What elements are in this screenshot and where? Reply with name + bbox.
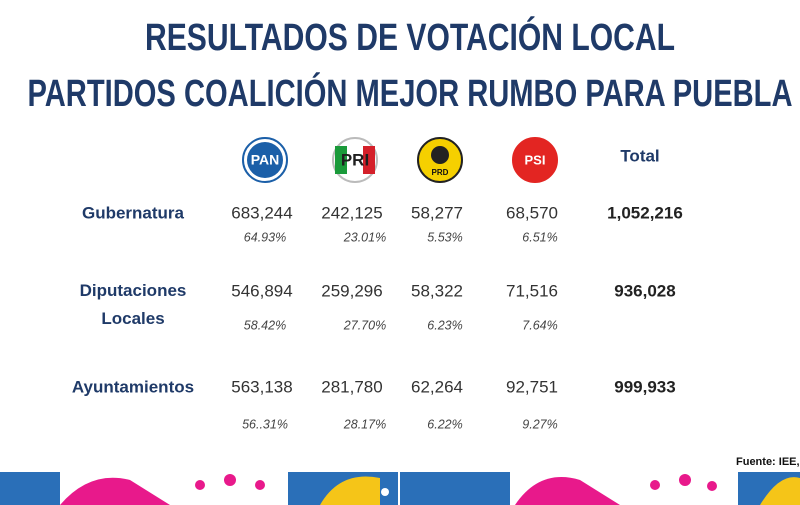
- vote-count: 58,277: [411, 203, 463, 222]
- row-label-line: Diputaciones: [80, 281, 187, 300]
- party-name: PRD: [432, 168, 449, 177]
- party-name: PRI: [341, 150, 369, 169]
- vote-percent: 6.22%: [427, 417, 462, 431]
- vote-count: 683,244: [231, 203, 292, 222]
- logo-green: [335, 146, 347, 174]
- vote-percent: 28.17%: [343, 417, 386, 431]
- vote-count: 58,322: [411, 281, 463, 300]
- party-logo: PRD: [417, 137, 463, 183]
- total-header: Total: [620, 146, 659, 165]
- logo-inner: [247, 142, 283, 178]
- party-logo: PAN: [242, 137, 288, 183]
- vote-percent: 56..31%: [242, 417, 288, 431]
- party-name: PSI: [525, 152, 546, 167]
- vote-count: 68,570: [506, 203, 558, 222]
- row-label: Ayuntamientos: [72, 377, 194, 396]
- vote-count: 563,138: [231, 377, 292, 396]
- decorative-strip: [0, 472, 800, 505]
- title-line: RESULTADOS DE VOTACIÓN LOCAL: [145, 15, 675, 59]
- vote-count: 546,894: [231, 281, 292, 300]
- logo-sun: [431, 146, 449, 164]
- vote-count: 259,296: [321, 281, 382, 300]
- vote-percent: 58.42%: [244, 318, 286, 332]
- total-votes: 999,933: [614, 377, 675, 396]
- vote-percent: 27.70%: [343, 318, 386, 332]
- row-label: Gubernatura: [82, 203, 185, 222]
- party-logo: PSI: [512, 137, 558, 183]
- vote-percent: 9.27%: [522, 417, 557, 431]
- logo-ring: [512, 137, 558, 183]
- total-votes: 1,052,216: [607, 203, 683, 222]
- row-label-line: Locales: [101, 309, 164, 328]
- total-votes: 936,028: [614, 281, 675, 300]
- vote-count: 242,125: [321, 203, 382, 222]
- vote-percent: 23.01%: [343, 230, 386, 244]
- source-note: Fuente: IEE,: [736, 456, 800, 468]
- vote-percent: 64.93%: [244, 230, 286, 244]
- vote-count: 281,780: [321, 377, 382, 396]
- vote-count: 71,516: [506, 281, 558, 300]
- logo-red: [363, 146, 375, 174]
- vote-count: 62,264: [411, 377, 463, 396]
- vote-percent: 6.23%: [427, 318, 462, 332]
- vote-percent: 6.51%: [522, 230, 557, 244]
- vote-percent: 5.53%: [427, 230, 462, 244]
- row-label: Diputaciones Locales: [80, 281, 187, 328]
- party-name: PAN: [251, 152, 280, 168]
- party-logo: PRI: [332, 137, 378, 183]
- vote-percent: 7.64%: [522, 318, 557, 332]
- vote-count: 92,751: [506, 377, 558, 396]
- title-line: PARTIDOS COALICIÓN MEJOR RUMBO PARA PUEB…: [28, 71, 793, 115]
